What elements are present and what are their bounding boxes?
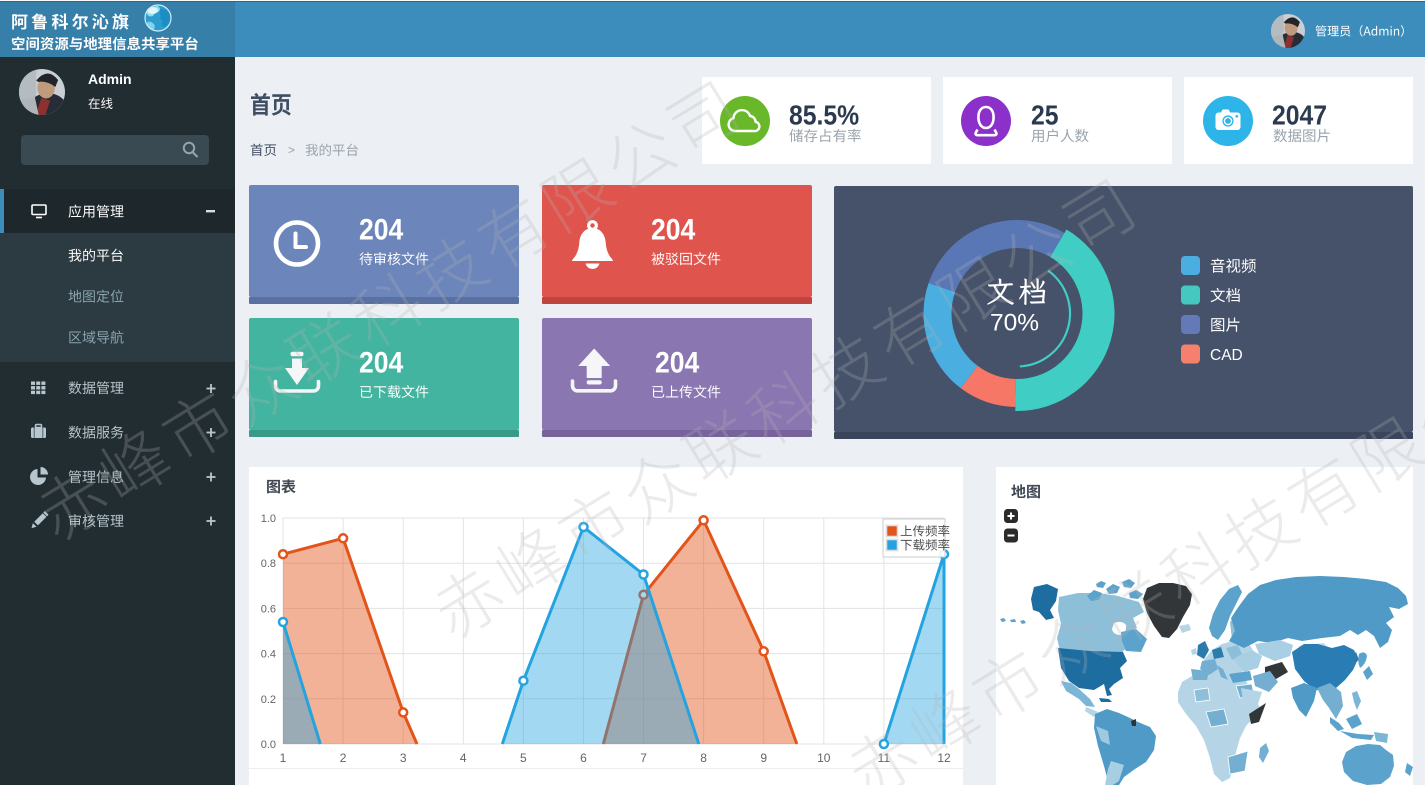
svg-text:1: 1 — [280, 751, 287, 765]
svg-text:0.6: 0.6 — [261, 603, 276, 615]
svg-text:25: 25 — [1031, 99, 1059, 131]
svg-text:204: 204 — [651, 213, 696, 246]
svg-text:3: 3 — [400, 751, 407, 765]
svg-text:1.0: 1.0 — [261, 513, 276, 525]
svg-text:6: 6 — [580, 751, 587, 765]
svg-text:8: 8 — [700, 751, 707, 765]
svg-text:CAD: CAD — [1210, 347, 1243, 364]
svg-text:5: 5 — [520, 751, 527, 765]
svg-text:10: 10 — [817, 751, 831, 765]
svg-text:2: 2 — [340, 751, 347, 765]
svg-text:204: 204 — [655, 346, 700, 379]
svg-text:4: 4 — [460, 751, 467, 765]
svg-text:>: > — [288, 143, 295, 157]
svg-text:2047: 2047 — [1272, 99, 1327, 131]
svg-text:0.0: 0.0 — [261, 739, 276, 751]
svg-text:9: 9 — [760, 751, 767, 765]
svg-text:85.5%: 85.5% — [789, 99, 859, 131]
svg-text:0.2: 0.2 — [261, 694, 276, 706]
svg-text:204: 204 — [359, 213, 404, 246]
svg-text:0.4: 0.4 — [261, 649, 276, 661]
svg-text:7: 7 — [640, 751, 647, 765]
svg-text:204: 204 — [359, 346, 404, 379]
svg-text:Admin: Admin — [88, 71, 132, 87]
svg-text:0.8: 0.8 — [261, 558, 276, 570]
svg-text:12: 12 — [937, 751, 951, 765]
svg-text:70%: 70% — [990, 310, 1039, 337]
